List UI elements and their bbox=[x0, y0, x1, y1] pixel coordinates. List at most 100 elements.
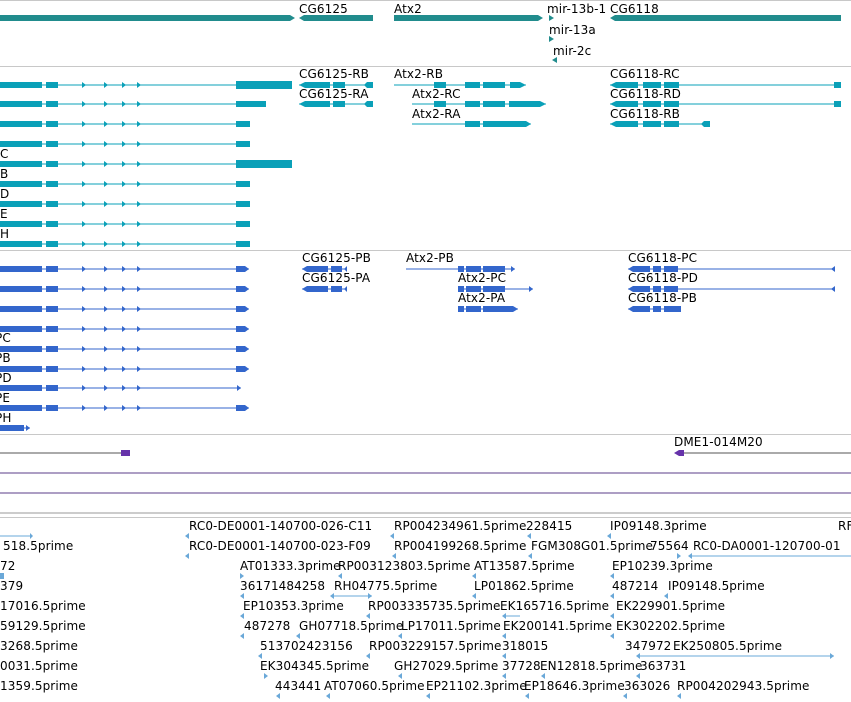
est-label[interactable]: RC0-DA0001-120700-01 bbox=[693, 539, 841, 553]
protein-glyph-cg6118-pc[interactable] bbox=[628, 266, 835, 272]
est-label[interactable]: 518.5prime bbox=[3, 539, 74, 553]
est-glyph[interactable] bbox=[502, 613, 520, 619]
est-glyph[interactable] bbox=[636, 653, 834, 659]
est-label[interactable]: 72 bbox=[0, 559, 16, 573]
est-label[interactable]: RP004202943.5prime bbox=[677, 679, 810, 693]
protein-glyph-left-6[interactable] bbox=[0, 366, 249, 372]
est-label[interactable]: GH27029.5prime bbox=[394, 659, 499, 673]
protein-label[interactable]: Atx2-PC bbox=[458, 271, 507, 285]
transcript-glyph-left-3[interactable] bbox=[0, 121, 250, 127]
clone-glyph-dme1-014m20[interactable] bbox=[674, 450, 851, 456]
clone-glyph-left[interactable] bbox=[0, 450, 130, 456]
est-glyph[interactable] bbox=[264, 673, 268, 679]
gene-glyph-cg6118[interactable] bbox=[610, 15, 841, 21]
protein-glyph-atx2-pb[interactable] bbox=[406, 266, 515, 272]
protein-glyph-left-7[interactable] bbox=[0, 385, 241, 391]
est-glyph[interactable] bbox=[610, 633, 614, 639]
est-glyph[interactable] bbox=[185, 553, 189, 559]
est-label[interactable]: EK165716.5prime bbox=[500, 599, 610, 613]
est-label[interactable]: EK229901.5prime bbox=[616, 599, 726, 613]
transcript-label-clipped[interactable]: B bbox=[0, 167, 9, 181]
protein-label[interactable]: CG6125-PB bbox=[302, 251, 371, 265]
protein-glyph-left-5[interactable] bbox=[0, 346, 249, 352]
transcript-label[interactable]: CG6125-RA bbox=[299, 87, 369, 101]
protein-label[interactable]: CG6125-PA bbox=[302, 271, 371, 285]
est-glyph[interactable] bbox=[502, 653, 506, 659]
est-label[interactable]: LP01862.5prime bbox=[474, 579, 574, 593]
est-label[interactable]: AT01333.3prime bbox=[240, 559, 341, 573]
protein-glyph-left-1[interactable] bbox=[0, 266, 249, 272]
transcript-glyph-atx2-rb[interactable] bbox=[394, 82, 526, 88]
est-label[interactable]: AT13587.5prime bbox=[474, 559, 575, 573]
est-glyph[interactable] bbox=[636, 673, 640, 679]
protein-label[interactable]: Atx2-PB bbox=[406, 251, 454, 265]
est-glyph[interactable] bbox=[240, 613, 244, 619]
est-label[interactable]: GH07718.5prime bbox=[299, 619, 404, 633]
transcript-label-clipped[interactable]: H bbox=[0, 227, 10, 241]
est-label[interactable]: 1359.5prime bbox=[0, 679, 79, 693]
transcript-glyph-cg6125-ra[interactable] bbox=[299, 101, 373, 107]
est-glyph[interactable] bbox=[502, 633, 506, 639]
est-glyph[interactable] bbox=[366, 613, 370, 619]
est-glyph[interactable] bbox=[390, 533, 394, 539]
est-glyph[interactable] bbox=[502, 673, 506, 679]
transcript-label[interactable]: Atx2-RC bbox=[412, 87, 461, 101]
protein-glyph-left-2[interactable] bbox=[0, 286, 249, 292]
est-glyph[interactable] bbox=[366, 653, 370, 659]
est-label[interactable]: 17016.5prime bbox=[0, 599, 86, 613]
est-label[interactable]: RP004234961.5prime bbox=[394, 519, 527, 533]
est-glyph[interactable] bbox=[276, 693, 280, 699]
transcript-label[interactable]: CG6118-RD bbox=[610, 87, 682, 101]
est-label[interactable]: AT07060.5prime bbox=[324, 679, 425, 693]
est-label[interactable]: 487214 bbox=[612, 579, 659, 593]
gene-label[interactable]: mir-13b-1 bbox=[547, 2, 607, 16]
est-label[interactable]: 37728 bbox=[502, 659, 541, 673]
est-glyph[interactable] bbox=[185, 533, 189, 539]
transcript-glyph-cg6118-rd[interactable] bbox=[610, 101, 841, 107]
est-label[interactable]: 59129.5prime bbox=[0, 619, 86, 633]
protein-glyph-cg6125-pb[interactable] bbox=[302, 266, 347, 272]
est-label[interactable]: RC0-DE0001-140700-023-F09 bbox=[189, 539, 371, 553]
protein-glyph-left-3[interactable] bbox=[0, 306, 249, 312]
est-glyph[interactable] bbox=[398, 633, 402, 639]
gene-glyph-mir-13b-1[interactable] bbox=[549, 15, 554, 21]
protein-label[interactable]: CG6118-PB bbox=[628, 291, 697, 305]
transcript-label-clipped[interactable]: E bbox=[0, 207, 8, 221]
est-label[interactable]: RH04775.5prime bbox=[334, 579, 438, 593]
protein-glyph-left-9[interactable] bbox=[0, 425, 30, 431]
est-glyph[interactable] bbox=[240, 633, 244, 639]
est-label[interactable]: 363731 bbox=[640, 659, 687, 673]
transcript-label[interactable]: Atx2-RB bbox=[394, 67, 444, 81]
est-label[interactable]: EK304345.5prime bbox=[260, 659, 370, 673]
transcript-glyph-left-4[interactable] bbox=[0, 141, 250, 147]
est-label[interactable]: 487278 bbox=[244, 619, 291, 633]
est-label[interactable]: RP003123803.5prime bbox=[338, 559, 471, 573]
est-label[interactable]: RF bbox=[838, 519, 851, 533]
transcript-glyph-left-1[interactable] bbox=[0, 81, 292, 89]
transcript-glyph-left-6[interactable] bbox=[0, 181, 250, 187]
est-label[interactable]: 363026 bbox=[624, 679, 671, 693]
gene-label[interactable]: mir-2c bbox=[553, 44, 592, 58]
est-glyph[interactable] bbox=[607, 533, 611, 539]
est-glyph[interactable] bbox=[527, 533, 531, 539]
transcript-label[interactable]: Atx2-RA bbox=[412, 107, 461, 121]
protein-label[interactable]: Atx2-PA bbox=[458, 291, 506, 305]
protein-glyph-cg6118-pd[interactable] bbox=[628, 286, 835, 292]
transcript-label[interactable]: CG6125-RB bbox=[299, 67, 370, 81]
est-label[interactable]: EK302202.5prime bbox=[616, 619, 726, 633]
est-label[interactable]: IP09148.3prime bbox=[610, 519, 707, 533]
transcript-glyph-cg6125-rb[interactable] bbox=[299, 82, 373, 88]
est-glyph[interactable] bbox=[0, 573, 4, 579]
est-glyph[interactable] bbox=[677, 553, 681, 559]
est-glyph[interactable] bbox=[623, 693, 627, 699]
protein-label-clipped[interactable]: PB bbox=[0, 351, 11, 365]
est-label[interactable]: 36171484258 bbox=[240, 579, 326, 593]
est-glyph[interactable] bbox=[326, 693, 330, 699]
protein-glyph-cg6125-pa[interactable] bbox=[302, 286, 347, 292]
est-label[interactable]: LP17011.5prime bbox=[401, 619, 501, 633]
est-glyph[interactable] bbox=[528, 553, 532, 559]
transcript-glyph-cg6118-rc[interactable] bbox=[610, 82, 841, 88]
protein-glyph-left-4[interactable] bbox=[0, 326, 249, 332]
est-label[interactable]: 3268.5prime bbox=[0, 639, 79, 653]
gene-glyph-mir-2c[interactable] bbox=[552, 57, 557, 63]
